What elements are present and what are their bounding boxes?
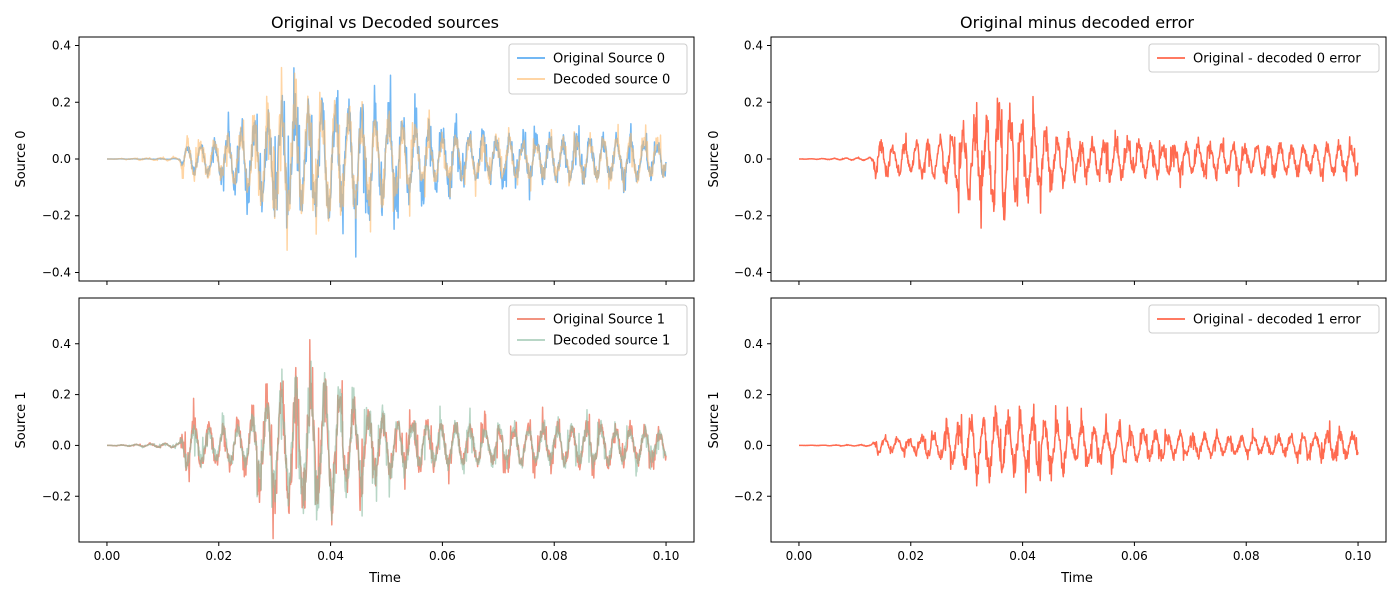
legend-label: Original Source 1 [553,313,665,328]
y-tick-label: 0.2 [744,388,763,402]
y-tick-label: −0.4 [734,265,763,279]
x-tick-label: 0.02 [897,549,924,563]
x-tick-label: 0.08 [1233,549,1260,563]
x-tick-label: 0.04 [1009,549,1036,563]
legend: Original Source 1 Decoded source 1 [508,304,688,356]
legend-box [508,304,688,356]
y-tick-label: 0.0 [52,152,71,166]
series-line-decoded-source-0 [106,66,667,252]
panel-title-right: Original minus decoded error [960,13,1194,32]
x-tick-label: 0.00 [786,549,813,563]
x-tick-label: 0.00 [94,549,121,563]
x-tick-label: 0.02 [205,549,232,563]
legend-box [1148,304,1380,334]
series-line-original-decoded-0-error [798,95,1359,229]
legend-label: Original - decoded 0 error [1193,52,1361,67]
series-group [106,338,667,540]
ylabel-top-left: Source 0 [14,130,29,187]
axes-frame [78,297,695,543]
legend: Original - decoded 1 error [1148,304,1380,334]
x-tick-label: 0.06 [1121,549,1148,563]
y-tick-label: 0.4 [52,337,71,351]
y-tick-label: −0.2 [42,209,71,223]
y-tick-label: 0.0 [744,152,763,166]
xlabel-left: Time [368,571,401,586]
y-tick-label: 0.2 [52,95,71,109]
panel-original-vs-decoded-source-1: 0.00 0.02 0.04 0.06 0.08 0.10 −0.2 0.0 0.2 0.4 Ori… [42,297,695,563]
xlabel-right: Time [1060,571,1093,586]
panel-title-left: Original vs Decoded sources [271,13,499,32]
series-line-original-decoded-1-error [798,403,1359,494]
legend-box [508,43,688,95]
y-tick-label: 0.4 [744,337,763,351]
panel-original-vs-decoded-source-0: −0.4 −0.2 0.0 0.2 0.4 Original Source 0 Decode… [42,36,695,285]
series-group [798,403,1359,494]
ylabel-bottom-left: Source 1 [14,391,29,448]
panel-error-source-0: −0.4 −0.2 0.0 0.2 0.4 Original - decoded 0 er… [734,36,1387,285]
legend-label: Original - decoded 1 error [1193,313,1361,328]
y-tick-label: −0.4 [42,265,71,279]
y-tick-label: 0.2 [52,388,71,402]
y-tick-label: 0.2 [744,95,763,109]
series-line-decoded-source-1 [106,360,667,521]
ylabel-bottom-right: Source 1 [707,391,722,448]
legend: Original Source 0 Decoded source 0 [508,43,688,95]
y-tick-label: 0.4 [52,39,71,53]
y-tick-label: −0.2 [734,209,763,223]
y-tick-label: 0.4 [744,39,763,53]
legend: Original - decoded 0 error [1148,43,1380,73]
panel-error-source-1: 0.00 0.02 0.04 0.06 0.08 0.10 −0.2 0.0 0.2 0.4 Ori… [734,297,1387,563]
x-tick-label: 0.04 [317,549,344,563]
y-tick-label: −0.2 [734,489,763,503]
x-tick-label: 0.10 [653,549,680,563]
legend-label: Decoded source 1 [553,334,670,349]
y-tick-label: −0.2 [42,489,71,503]
series-group [798,95,1359,229]
y-tick-label: 0.0 [744,438,763,452]
legend-box [1148,43,1380,73]
x-tick-label: 0.10 [1345,549,1372,563]
y-tick-label: 0.0 [52,438,71,452]
axes-frame [770,297,1387,543]
ylabel-top-right: Source 0 [707,130,722,187]
x-tick-label: 0.08 [541,549,568,563]
x-tick-label: 0.06 [429,549,456,563]
series-group [106,66,667,258]
legend-label: Decoded source 0 [553,73,670,88]
legend-label: Original Source 0 [553,52,665,67]
